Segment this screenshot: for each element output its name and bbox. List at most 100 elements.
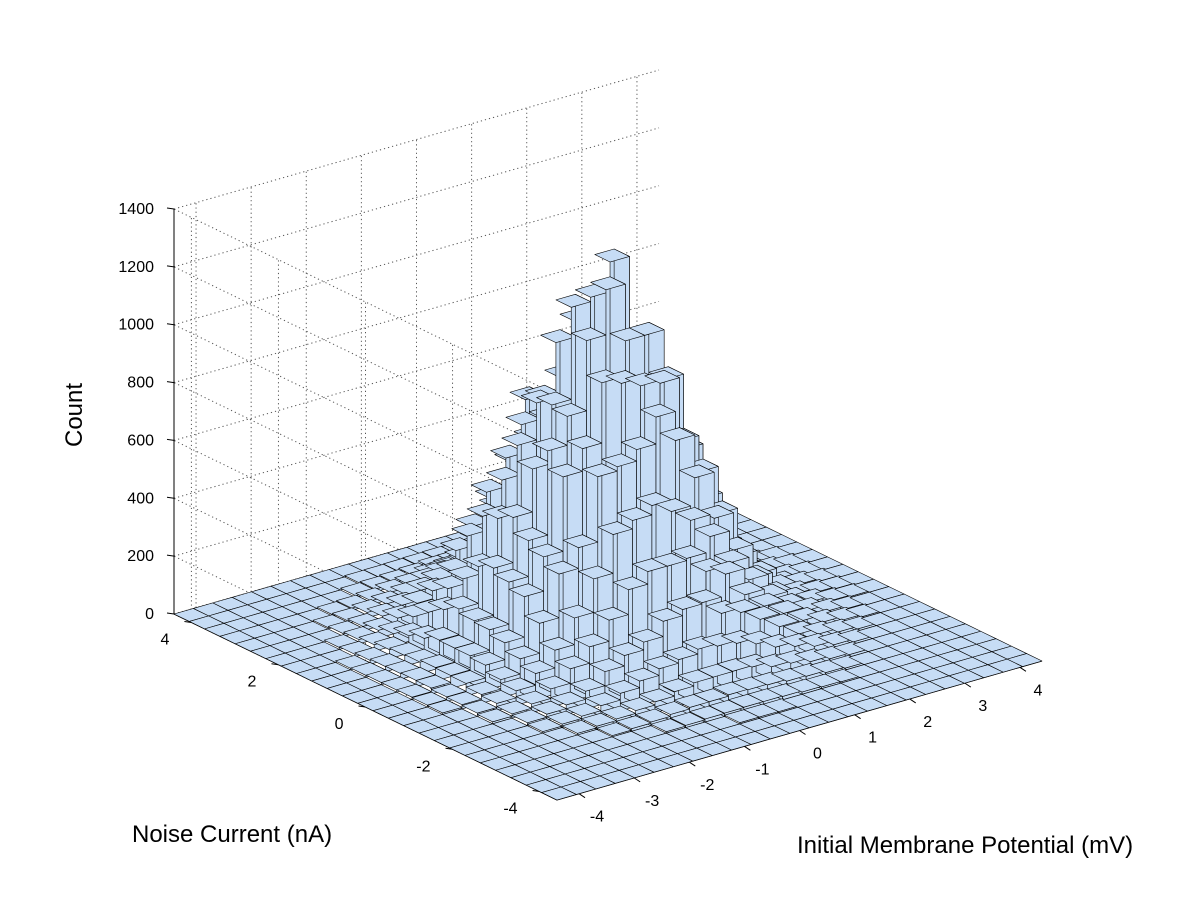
- bar-face: [493, 568, 529, 583]
- bar-face: [554, 655, 590, 670]
- histogram-bar: [561, 720, 598, 736]
- z-tick-mark: [166, 381, 175, 384]
- z-tick-mark: [166, 323, 175, 326]
- y-tick-mark: [271, 663, 279, 666]
- histogram-bars: [173, 248, 1043, 801]
- bar-face: [477, 708, 513, 723]
- bar-face: [590, 276, 626, 291]
- y-tick-label: -2: [416, 758, 430, 775]
- bar-face: [675, 507, 711, 521]
- bar-face: [608, 642, 645, 656]
- bar-face: [419, 654, 456, 668]
- x-tick-mark: [964, 682, 972, 688]
- bar-face: [485, 666, 521, 680]
- bar-face: [535, 675, 571, 690]
- z-tick-label: 0: [145, 606, 154, 623]
- bar-face: [659, 427, 696, 441]
- bar-face: [489, 629, 525, 644]
- bar-face: [597, 521, 633, 535]
- grid-line: [173, 127, 660, 268]
- x-tick-mark: [854, 714, 861, 720]
- bar-face: [497, 504, 533, 518]
- bar-face: [447, 565, 483, 580]
- bar-face: [562, 534, 599, 548]
- bar-face: [658, 678, 695, 692]
- z-tick-label: 800: [127, 375, 154, 392]
- bar-face: [531, 700, 567, 715]
- bar-face: [478, 554, 514, 569]
- bar-face: [505, 411, 541, 426]
- bar-face: [601, 453, 637, 468]
- z-tick-label: 1400: [118, 201, 154, 218]
- bar-face: [585, 692, 621, 706]
- grid-line: [173, 324, 558, 512]
- bar-face: [443, 595, 479, 610]
- bar-face: [689, 705, 725, 720]
- bar-face: [581, 712, 617, 727]
- bar-face: [401, 589, 437, 604]
- z-tick-mark: [166, 265, 175, 268]
- bar-face: [500, 677, 536, 692]
- bar-face: [566, 435, 603, 449]
- bar-face: [729, 581, 765, 596]
- bar-face: [662, 646, 699, 660]
- bar-face: [508, 583, 544, 598]
- histogram-bar: [670, 712, 706, 728]
- x-tick-mark: [688, 761, 696, 767]
- bar-face: [547, 463, 583, 478]
- bar-face: [650, 718, 686, 732]
- bar-face: [454, 642, 490, 657]
- bar-face: [593, 606, 629, 621]
- x-tick-mark: [578, 793, 586, 799]
- bar-face: [461, 699, 498, 714]
- bar-face: [458, 607, 494, 622]
- x-tick-label: 1: [868, 730, 877, 747]
- bar-face: [671, 545, 707, 559]
- bar-face: [423, 626, 460, 641]
- y-tick-mark: [445, 747, 453, 750]
- bar-face: [470, 478, 507, 493]
- x-tick-label: -3: [645, 793, 659, 810]
- bar-face: [713, 549, 750, 564]
- bar-face: [582, 463, 618, 478]
- bar-face: [555, 294, 591, 308]
- x-tick-label: -4: [590, 809, 604, 826]
- bar-face: [435, 662, 471, 676]
- x-tick-label: 3: [978, 698, 987, 715]
- x-tick-mark: [633, 777, 641, 783]
- bar-face: [615, 715, 652, 730]
- bar-face: [616, 507, 653, 521]
- bar-face: [708, 699, 745, 714]
- bar-face: [612, 576, 649, 591]
- bar-face: [512, 527, 549, 541]
- histogram-bar: [635, 708, 671, 727]
- bar-face: [643, 655, 679, 670]
- x-axis-label: Initial Membrane Potential (mV): [797, 832, 1133, 859]
- bar-face: [639, 688, 675, 703]
- bar-face: [594, 248, 630, 263]
- x-tick-label: 4: [1034, 682, 1043, 699]
- bar-face: [574, 633, 610, 648]
- y-tick-mark: [532, 790, 540, 793]
- z-tick-label: 600: [127, 432, 154, 449]
- grid-line: [173, 185, 660, 326]
- z-tick-label: 400: [127, 490, 154, 507]
- bar-face: [565, 702, 602, 717]
- bar-face: [578, 565, 614, 580]
- bar-face: [426, 699, 463, 714]
- bar-face: [679, 464, 715, 479]
- y-tick-label: 0: [335, 716, 344, 733]
- y-tick-mark: [358, 705, 366, 708]
- bar-face: [473, 616, 510, 631]
- bar-face: [551, 403, 587, 417]
- bar-face: [504, 645, 540, 660]
- grid-line: [173, 243, 660, 384]
- z-tick-label: 1200: [118, 259, 154, 276]
- histogram-bar: [650, 718, 686, 734]
- bar-face: [558, 604, 595, 619]
- bar-face: [411, 691, 447, 706]
- bar-face: [640, 403, 676, 418]
- bar-face: [539, 636, 575, 651]
- bar-face: [589, 658, 625, 672]
